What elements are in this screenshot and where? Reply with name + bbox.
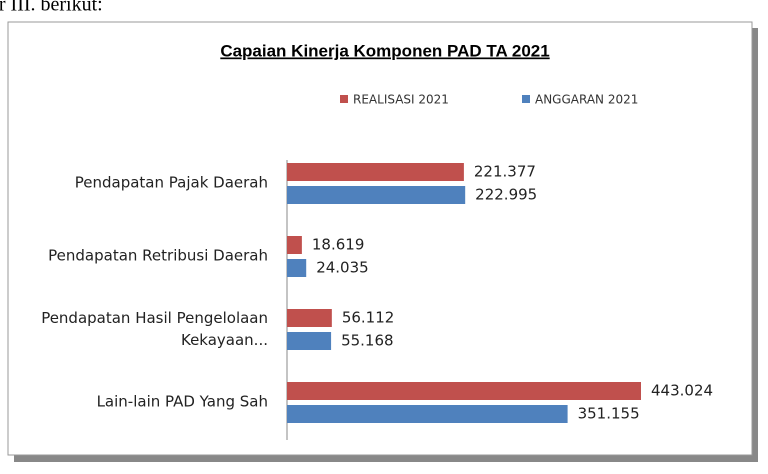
bar xyxy=(287,332,332,350)
value-label: 24.035 xyxy=(316,259,369,277)
bar xyxy=(287,186,466,204)
value-label: 443.024 xyxy=(651,382,713,400)
bar xyxy=(287,405,568,423)
chart-title: Capaian Kinerja Komponen PAD TA 2021 xyxy=(220,41,549,60)
bar xyxy=(287,382,641,400)
value-label: 18.619 xyxy=(312,236,365,254)
category-label: Pendapatan Pajak Daerah xyxy=(75,174,268,192)
category-label: Lain-lain PAD Yang Sah xyxy=(97,393,268,411)
value-label: 222.995 xyxy=(475,186,537,204)
category-label: Pendapatan Hasil Pengelolaan Kekayaan... xyxy=(41,309,268,349)
category-label-line: Pendapatan Hasil Pengelolaan xyxy=(41,309,268,327)
legend-swatch xyxy=(522,95,530,103)
category-label: Pendapatan Retribusi Daerah xyxy=(48,247,268,265)
value-label: 351.155 xyxy=(578,405,640,423)
category-label-line: Kekayaan... xyxy=(181,331,268,349)
value-label: 55.168 xyxy=(341,332,394,350)
legend-swatch xyxy=(340,95,348,103)
value-label: 56.112 xyxy=(342,309,395,327)
bar xyxy=(287,163,464,181)
legend-label: REALISASI 2021 xyxy=(353,93,449,107)
legend-label: ANGGARAN 2021 xyxy=(535,93,638,107)
value-label: 221.377 xyxy=(474,163,536,181)
bar xyxy=(287,309,332,327)
page-text: ar III. berikut: xyxy=(0,0,103,16)
bar xyxy=(287,259,307,277)
bar xyxy=(287,236,302,254)
